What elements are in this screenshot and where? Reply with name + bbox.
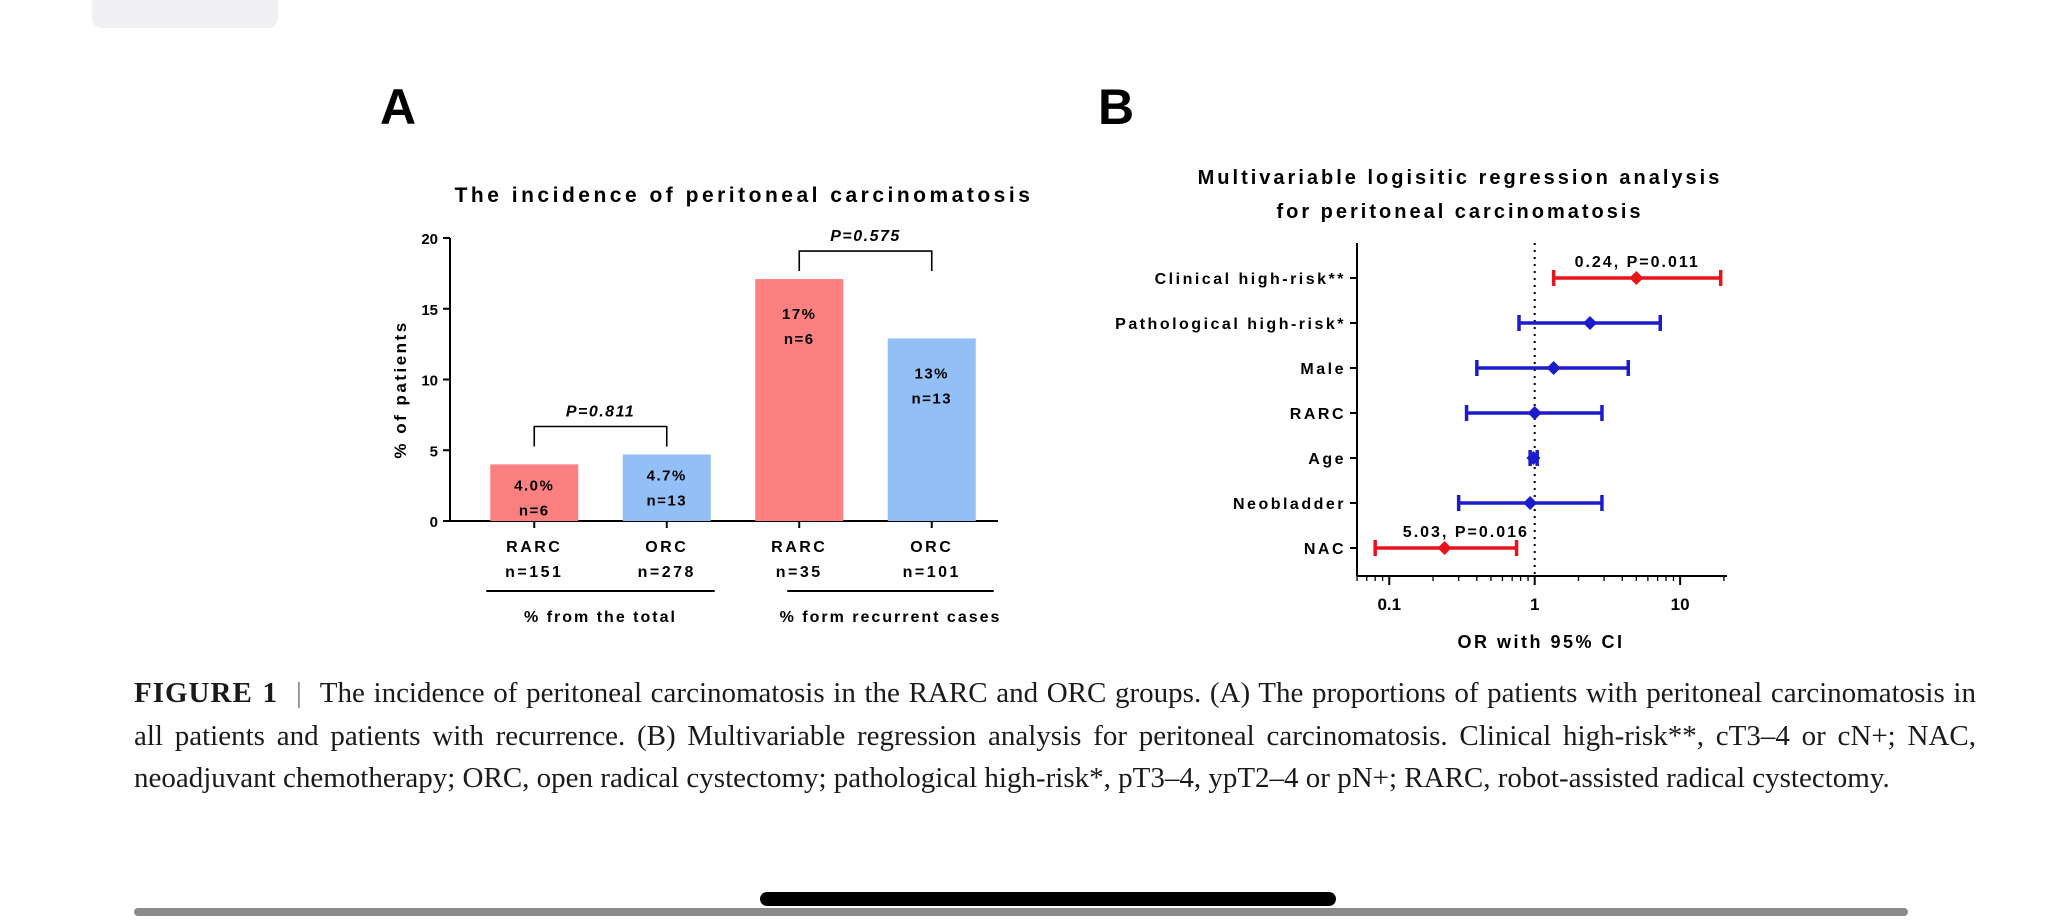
bar-2: [622, 454, 711, 521]
y-tick-label: 0: [430, 514, 438, 531]
row-label: Clinical high-risk**: [1155, 271, 1346, 288]
or-point: [1437, 541, 1452, 555]
bar-4: [887, 338, 976, 521]
x-axis-label: OR with 95% CI: [1457, 632, 1624, 652]
row-annotation: 5.03, P=0.016: [1403, 524, 1529, 541]
y-tick-label: 20: [421, 231, 438, 248]
panel-label-a: A: [380, 79, 417, 135]
bar-1: [490, 464, 579, 521]
or-point: [1629, 271, 1644, 285]
row-label: Age: [1308, 451, 1346, 468]
bar-pct-label: 13%: [914, 365, 949, 382]
p-value-label: P=0.575: [830, 228, 901, 245]
caption-separator: |: [295, 677, 302, 709]
row-label: NAC: [1304, 541, 1346, 558]
row-annotation: 0.24, P=0.011: [1575, 254, 1700, 271]
x-tick-label: 0.1: [1377, 595, 1401, 614]
caption-text: The incidence of peritoneal carcinomatos…: [134, 677, 1976, 794]
bar-count-label: n=6: [784, 331, 815, 348]
x-category-label: ORC: [910, 539, 953, 556]
y-tick-label: 10: [421, 373, 438, 390]
x-n-label: n=151: [505, 564, 563, 581]
or-point: [1526, 451, 1541, 465]
x-tick-label: 10: [1671, 595, 1690, 614]
group-label: % from the total: [524, 609, 677, 626]
scroll-thumb[interactable]: [760, 892, 1336, 906]
chart-b-title-line: Multivariable logisitic regression analy…: [1198, 167, 1723, 189]
bar-chart-a: The incidence of peritoneal carcinomatos…: [391, 184, 1034, 626]
row-label: Neobladder: [1233, 496, 1346, 513]
bar-count-label: n=6: [519, 502, 550, 519]
bar-pct-label: 4.7%: [647, 467, 687, 484]
p-value-label: P=0.811: [566, 403, 635, 420]
bar-count-label: n=13: [911, 390, 952, 407]
comparison-bracket: [798, 250, 933, 272]
figure-caption: FIGURE 1 | The incidence of peritoneal car…: [134, 672, 1976, 800]
row-label: Male: [1300, 361, 1346, 378]
y-axis-label: % of patients: [391, 320, 410, 458]
top-tab[interactable]: [92, 0, 278, 28]
or-point: [1546, 361, 1561, 375]
chart-a-title: The incidence of peritoneal carcinomatos…: [455, 184, 1034, 207]
forest-plot-b: Multivariable logisitic regression analy…: [1115, 167, 1727, 652]
row-label: Pathological high-risk*: [1115, 316, 1346, 333]
or-point: [1523, 496, 1538, 510]
bar-3: [755, 279, 844, 521]
y-tick-label: 5: [430, 443, 438, 460]
x-category-label: ORC: [645, 539, 688, 556]
comparison-bracket: [533, 425, 668, 447]
x-category-label: RARC: [506, 539, 562, 556]
bar-count-label: n=13: [646, 492, 687, 509]
bar-pct-label: 4.0%: [514, 477, 554, 494]
panel-label-b: B: [1098, 79, 1135, 135]
figure-label: FIGURE 1: [134, 677, 278, 709]
bottom-rule: [134, 908, 1908, 916]
chart-b-title-line: for peritoneal carcinomatosis: [1276, 201, 1643, 223]
x-n-label: n=101: [903, 564, 961, 581]
or-point: [1527, 406, 1542, 420]
x-tick-label: 1: [1530, 595, 1539, 614]
y-tick-label: 15: [421, 302, 438, 319]
group-label: % form recurrent cases: [780, 609, 1002, 626]
row-label: RARC: [1290, 406, 1346, 423]
or-point: [1582, 316, 1597, 330]
x-category-label: RARC: [771, 539, 827, 556]
bar-pct-label: 17%: [782, 306, 817, 323]
x-n-label: n=35: [776, 564, 823, 581]
x-n-label: n=278: [638, 564, 696, 581]
